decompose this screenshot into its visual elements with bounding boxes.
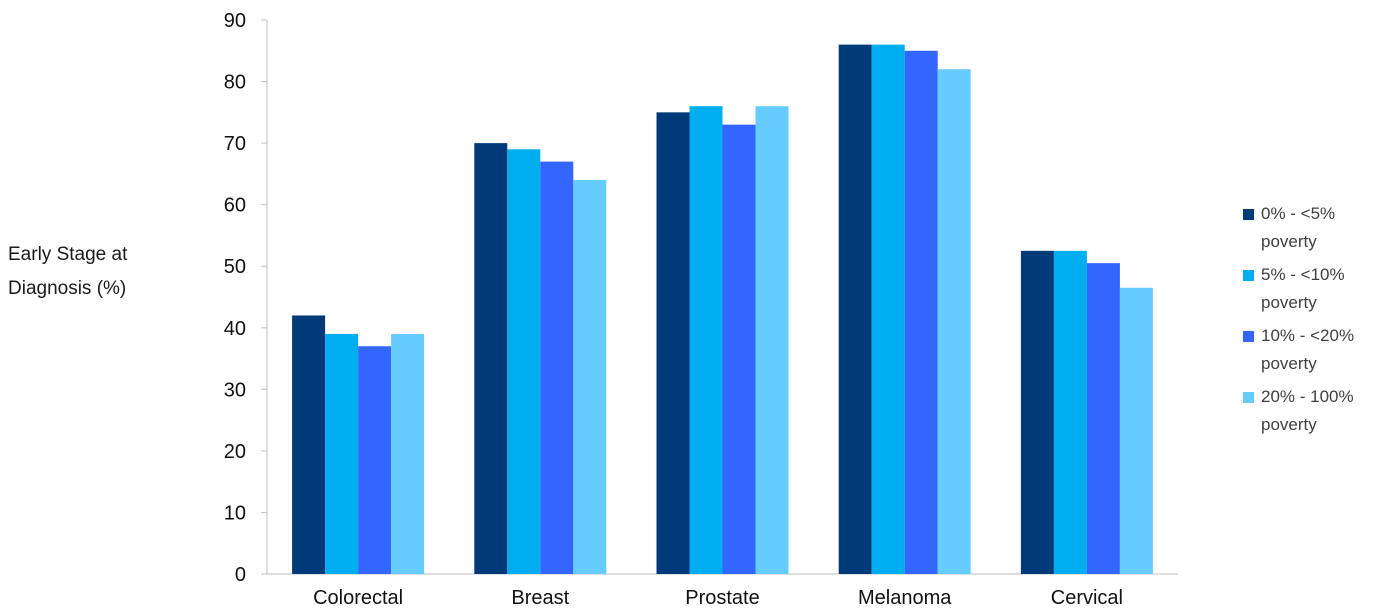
legend-item-3: 20% - 100% poverty [1243, 383, 1383, 439]
y-tick-label: 60 [224, 195, 246, 217]
legend: 0% - <5% poverty 5% - <10% poverty 10% -… [1243, 200, 1383, 444]
bar-prostate-series-0 [656, 112, 690, 574]
bar-cervical-series-2 [1086, 263, 1120, 574]
legend-swatch-1 [1243, 270, 1254, 281]
bar-cervical-series-0 [1020, 250, 1054, 575]
bar-colorectal-series-0 [292, 315, 326, 574]
legend-swatch-3 [1243, 392, 1254, 403]
bar-melanoma-series-2 [904, 50, 938, 575]
legend-swatch-0 [1243, 209, 1254, 220]
legend-item-1: 5% - <10% poverty [1243, 261, 1383, 317]
legend-label-3: 20% - 100% poverty [1261, 387, 1354, 434]
y-tick-label: 0 [235, 564, 246, 586]
bar-breast-series-0 [474, 143, 508, 574]
y-tick-label: 20 [224, 441, 246, 463]
bar-melanoma-series-3 [937, 69, 971, 574]
legend-item-0: 0% - <5% poverty [1243, 200, 1383, 256]
legend-label-1: 5% - <10% poverty [1261, 265, 1345, 312]
y-axis-title-line-1: Early Stage at [8, 244, 128, 265]
x-category-label: Cervical [1051, 587, 1123, 609]
bar-colorectal-series-1 [325, 333, 359, 574]
bar-prostate-series-3 [755, 106, 789, 574]
legend-label-2: 10% - <20% poverty [1261, 326, 1355, 373]
x-category-label: Prostate [685, 587, 759, 609]
legend-item-2: 10% - <20% poverty [1243, 322, 1383, 378]
y-tick-label: 40 [224, 318, 246, 340]
y-tick-label: 30 [224, 379, 246, 401]
bar-colorectal-series-2 [358, 346, 392, 574]
bar-melanoma-series-0 [838, 44, 872, 575]
y-axis-title-line-2: Diagnosis (%) [8, 278, 127, 299]
y-tick-label: 50 [224, 256, 246, 278]
y-tick-label: 70 [224, 133, 246, 155]
bar-melanoma-series-1 [871, 44, 905, 575]
bar-prostate-series-2 [722, 124, 756, 575]
y-tick-label: 90 [224, 10, 246, 32]
bar-breast-series-1 [507, 149, 541, 574]
bar-breast-series-2 [540, 161, 574, 575]
y-axis-title: Early Stage at Diagnosis (%) [8, 238, 183, 306]
x-category-label: Breast [511, 587, 569, 609]
y-tick-label: 10 [224, 502, 246, 524]
y-tick-label: 80 [224, 72, 246, 94]
bar-colorectal-series-3 [391, 333, 425, 574]
bar-breast-series-3 [573, 180, 607, 575]
x-category-label: Colorectal [313, 587, 403, 609]
bar-cervical-series-3 [1119, 287, 1153, 574]
x-category-label: Melanoma [858, 587, 952, 609]
bar-prostate-series-1 [689, 106, 723, 574]
legend-label-0: 0% - <5% poverty [1261, 204, 1336, 251]
bar-cervical-series-1 [1053, 250, 1087, 575]
legend-swatch-2 [1243, 331, 1254, 342]
